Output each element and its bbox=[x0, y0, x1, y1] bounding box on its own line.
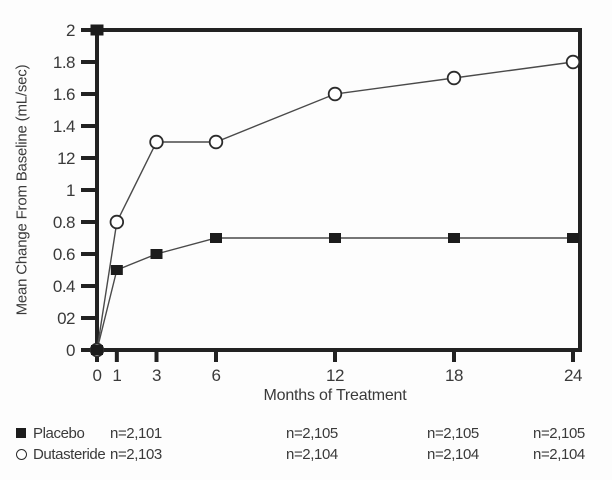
marker-placebo bbox=[150, 249, 163, 259]
series-line-dutasteride bbox=[96, 61, 574, 351]
x-tick-label: 6 bbox=[212, 366, 221, 385]
x-tick-label: 12 bbox=[326, 366, 344, 385]
y-tick-label: 1.6 bbox=[53, 85, 75, 104]
y-tick-label: 0.6 bbox=[53, 245, 75, 264]
marker-placebo bbox=[448, 233, 460, 243]
x-axis-title: Months of Treatment bbox=[263, 387, 407, 404]
marker-placebo bbox=[210, 233, 222, 243]
y-tick-label: 12 bbox=[57, 149, 75, 168]
x-tick-label: 1 bbox=[112, 366, 121, 385]
marker-dutasteride bbox=[327, 86, 343, 102]
y-tick-label: 1 bbox=[66, 181, 75, 200]
marker-placebo bbox=[91, 345, 103, 355]
marker-dutasteride bbox=[109, 214, 125, 230]
series-line-placebo bbox=[96, 237, 573, 351]
y-tick-label: 0.4 bbox=[53, 277, 75, 296]
x-tick-label: 0 bbox=[93, 366, 102, 385]
y-tick-label: 0.8 bbox=[53, 213, 75, 232]
plot-frame bbox=[95, 28, 582, 352]
marker-dutasteride bbox=[149, 134, 164, 150]
marker-dutasteride bbox=[565, 54, 581, 70]
marker-placebo bbox=[329, 233, 341, 243]
y-tick-label: 0 bbox=[66, 341, 75, 360]
y-tick-label: 1.8 bbox=[53, 53, 75, 72]
marker-placebo bbox=[567, 233, 579, 243]
marker-dutasteride bbox=[446, 70, 462, 86]
y-tick-label: 2 bbox=[66, 21, 75, 40]
marker-dutasteride bbox=[208, 134, 224, 150]
frame-corner-square bbox=[90, 24, 104, 36]
x-tick-label: 24 bbox=[564, 366, 582, 385]
y-tick-label: 1.4 bbox=[53, 117, 75, 136]
x-tick-label: 18 bbox=[445, 366, 463, 385]
y-axis-title: Mean Change From Baseline (mL/sec) bbox=[13, 64, 31, 316]
y-tick-label: 02 bbox=[57, 309, 75, 328]
marker-placebo bbox=[110, 265, 123, 275]
x-tick-label: 3 bbox=[152, 366, 161, 385]
